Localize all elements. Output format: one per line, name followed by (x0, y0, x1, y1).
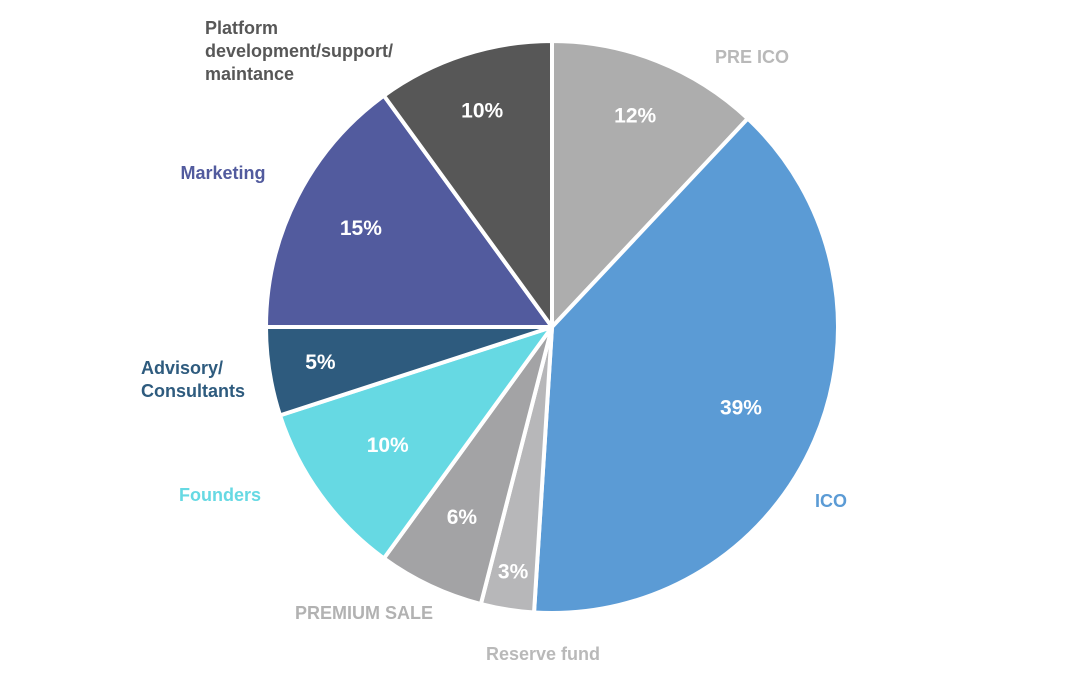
category-label-reserve-fund: Reserve fund (486, 644, 600, 664)
percent-label-reserve-fund: 3% (498, 560, 529, 583)
percent-label-ico: 39% (720, 396, 762, 419)
category-label-pre-ico: PRE ICO (715, 47, 789, 67)
category-label-line: ICO (815, 491, 847, 511)
pie-slice-founders (277, 325, 554, 561)
percent-label-marketing: 15% (340, 217, 382, 240)
percent-labels: 12% 39% 3% 6% 10% 5% 15% 10% (305, 100, 762, 584)
pie-slice-ico (532, 116, 840, 615)
category-label-line: PREMIUM SALE (295, 603, 433, 623)
percent-label-platform-development-support-maintance: 10% (461, 100, 503, 123)
percent-label-founders: 10% (367, 434, 409, 457)
percent-label-advisory-consultants: 5% (305, 351, 336, 374)
category-label-founders: Founders (179, 485, 261, 505)
pie-slice-pre-ico (550, 39, 750, 329)
category-label-line: Consultants (141, 381, 245, 401)
category-label-premium-sale: PREMIUM SALE (295, 603, 433, 623)
category-label-line: Advisory/ (141, 358, 223, 378)
category-label-advisory-consultants: Advisory/Consultants (141, 358, 245, 401)
category-label-line: maintance (205, 64, 294, 84)
category-label-line: PRE ICO (715, 47, 789, 67)
category-label-ico: ICO (815, 491, 847, 511)
pie-slices (264, 39, 840, 615)
category-label-marketing: Marketing (180, 163, 265, 183)
category-label-line: Reserve fund (486, 644, 600, 664)
pie-slice-marketing (264, 93, 554, 329)
percent-label-pre-ico: 12% (614, 104, 656, 127)
category-label-line: development/support/ (205, 41, 393, 61)
category-label-line: Marketing (180, 163, 265, 183)
category-labels: PRE ICO ICO Reserve fund PREMIUM SALE Founde… (141, 18, 847, 664)
category-label-line: Founders (179, 485, 261, 505)
category-label-line: Platform (205, 18, 278, 38)
percent-label-premium-sale: 6% (447, 506, 478, 529)
category-label-platform-development-support-maintance: Platform development/support/maintance (205, 18, 393, 84)
pie-slice-platform-development-support-maintance (381, 39, 554, 329)
